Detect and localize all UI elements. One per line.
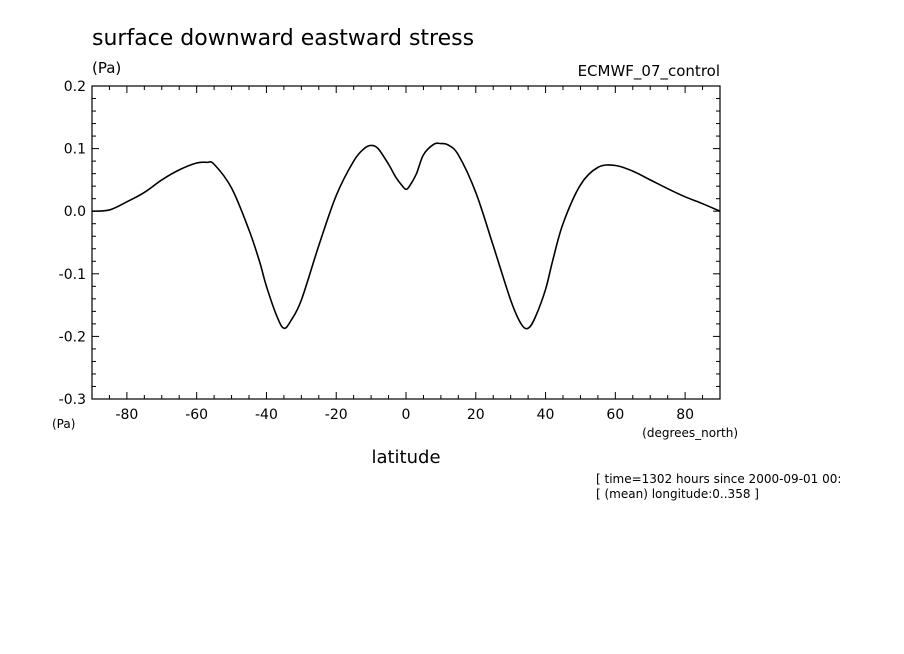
series-line bbox=[91, 142, 721, 330]
x-tick-label: 60 bbox=[606, 407, 624, 423]
y-units-label: (Pa) bbox=[92, 59, 121, 77]
x-tick-label: 20 bbox=[467, 407, 485, 423]
x-units-label: (degrees_north) bbox=[642, 426, 738, 440]
y-tick-units-label: (Pa) bbox=[52, 417, 75, 431]
y-tick-label: -0.3 bbox=[59, 392, 86, 408]
y-tick-label: 0.0 bbox=[64, 204, 86, 220]
info-line-time: [ time=1302 hours since 2000-09-01 00: bbox=[596, 472, 841, 486]
y-tick-label: 0.2 bbox=[64, 79, 86, 95]
y-tick-label: 0.1 bbox=[64, 142, 86, 158]
x-tick-label: -20 bbox=[325, 407, 348, 423]
x-axis-label: latitude bbox=[371, 447, 440, 468]
dataset-label: ECMWF_07_control bbox=[578, 62, 720, 81]
chart-title: surface downward eastward stress bbox=[92, 26, 474, 51]
x-tick-label: 0 bbox=[402, 407, 411, 423]
x-tick-label: -80 bbox=[115, 407, 138, 423]
x-tick-label: 80 bbox=[676, 407, 694, 423]
plot-frame bbox=[91, 85, 721, 400]
info-line-longitude: [ (mean) longitude:0..358 ] bbox=[596, 487, 759, 501]
ticks-group: -80 -60 -40 -20 0 20 40 60 80 0.2 0.1 0.0 -0.1 -0.2 -0… bbox=[59, 79, 721, 423]
axes-group bbox=[91, 85, 721, 400]
x-tick-label: -60 bbox=[185, 407, 208, 423]
x-tick-label: -40 bbox=[255, 407, 278, 423]
y-tick-label: -0.2 bbox=[59, 329, 86, 345]
x-tick-label: 40 bbox=[537, 407, 555, 423]
y-tick-label: -0.1 bbox=[59, 267, 86, 283]
